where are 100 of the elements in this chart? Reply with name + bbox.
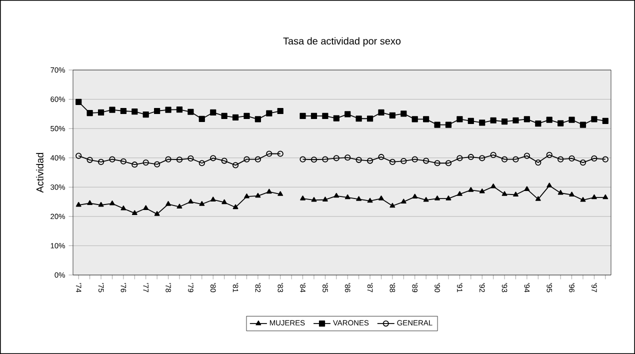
point (501, 118, 508, 125)
point (198, 160, 205, 166)
point (109, 106, 116, 113)
point (535, 196, 541, 201)
point (378, 196, 384, 200)
point (176, 156, 183, 163)
point (390, 202, 396, 208)
point (198, 116, 205, 122)
point (524, 116, 530, 122)
point (266, 150, 272, 157)
point (490, 152, 496, 158)
point (524, 186, 530, 191)
point (277, 108, 284, 114)
point (366, 158, 374, 164)
point (356, 196, 362, 201)
point (468, 118, 474, 124)
point (446, 196, 452, 200)
point (188, 198, 194, 204)
point (232, 204, 238, 210)
point (524, 152, 530, 159)
point (165, 106, 172, 113)
point (546, 116, 552, 123)
point (479, 155, 486, 162)
point (109, 156, 116, 162)
point (255, 192, 261, 198)
point (120, 108, 126, 114)
point (378, 154, 384, 160)
point (400, 198, 406, 204)
point (322, 196, 328, 202)
point (188, 155, 194, 162)
point (490, 117, 496, 124)
point (266, 188, 272, 194)
point (110, 200, 115, 206)
point (210, 196, 216, 202)
point (502, 191, 508, 196)
point (580, 122, 586, 128)
point (558, 156, 564, 162)
point (434, 196, 440, 200)
point (76, 98, 82, 105)
point (132, 108, 138, 115)
point (456, 155, 463, 162)
point (165, 156, 172, 162)
point (86, 156, 93, 163)
point (367, 198, 373, 203)
point (434, 160, 440, 166)
point (513, 192, 518, 197)
point (558, 190, 564, 195)
point (479, 188, 485, 194)
point (412, 194, 418, 199)
point (87, 200, 93, 205)
point (132, 210, 138, 215)
point (389, 112, 396, 118)
point (120, 158, 126, 164)
point (244, 112, 250, 120)
point (558, 120, 564, 126)
point (501, 156, 508, 162)
point (512, 117, 519, 124)
point (142, 111, 149, 118)
point (468, 154, 474, 160)
point (232, 162, 239, 168)
point (356, 116, 362, 122)
point (568, 155, 575, 162)
point (479, 120, 486, 126)
point (580, 196, 586, 202)
point (580, 159, 586, 166)
point (98, 109, 104, 116)
point (142, 159, 149, 166)
point (143, 205, 149, 210)
point (199, 201, 205, 206)
point (310, 112, 318, 120)
point (591, 116, 598, 122)
point (322, 112, 328, 120)
chart-title: Tasa de actividad por sexo (283, 37, 401, 46)
point (456, 191, 462, 196)
point (310, 156, 318, 163)
point (154, 108, 160, 114)
point (366, 116, 374, 122)
point (412, 116, 418, 122)
point (445, 160, 452, 166)
point (423, 196, 429, 202)
point (154, 161, 160, 168)
point (512, 156, 519, 162)
point (535, 159, 542, 166)
point (568, 116, 575, 123)
point (456, 116, 463, 122)
point (468, 187, 474, 192)
point (322, 156, 328, 162)
point (400, 110, 407, 117)
point (176, 204, 182, 209)
point (423, 158, 430, 164)
point (221, 158, 228, 164)
y-axis-title: Actividad (36, 152, 44, 193)
point (344, 111, 351, 118)
point (334, 192, 340, 198)
point (569, 192, 574, 197)
point (300, 196, 306, 200)
point (154, 211, 160, 216)
point (232, 114, 239, 120)
point (278, 191, 284, 196)
point (378, 109, 384, 116)
